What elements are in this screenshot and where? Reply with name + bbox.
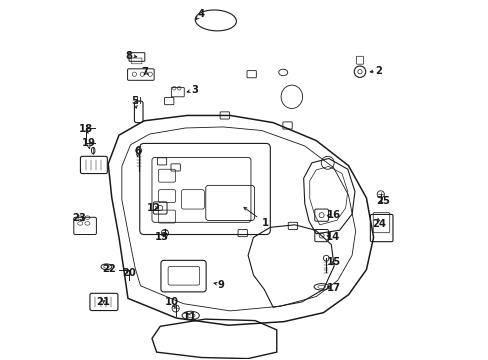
Text: 6: 6	[134, 145, 141, 156]
Text: 18: 18	[79, 124, 93, 134]
Text: 24: 24	[371, 219, 385, 229]
Text: 13: 13	[155, 232, 169, 242]
Text: 16: 16	[325, 210, 340, 220]
Text: 7: 7	[141, 67, 148, 77]
Text: 22: 22	[102, 264, 116, 274]
Text: 21: 21	[96, 297, 110, 307]
Text: 1: 1	[261, 218, 268, 228]
Text: 9: 9	[217, 280, 224, 290]
Text: 10: 10	[165, 297, 179, 307]
Text: 14: 14	[325, 232, 340, 242]
Text: 25: 25	[376, 196, 390, 206]
Text: 4: 4	[197, 9, 204, 19]
Text: 2: 2	[375, 66, 382, 76]
Text: 3: 3	[190, 85, 197, 95]
Text: 23: 23	[72, 213, 85, 222]
Text: 11: 11	[183, 312, 197, 322]
Text: 8: 8	[125, 50, 132, 60]
Text: 20: 20	[122, 267, 136, 278]
Text: 19: 19	[81, 139, 95, 148]
Text: 5: 5	[131, 96, 138, 106]
Text: 12: 12	[147, 203, 161, 213]
Text: 15: 15	[326, 257, 341, 267]
Text: 17: 17	[326, 283, 340, 293]
